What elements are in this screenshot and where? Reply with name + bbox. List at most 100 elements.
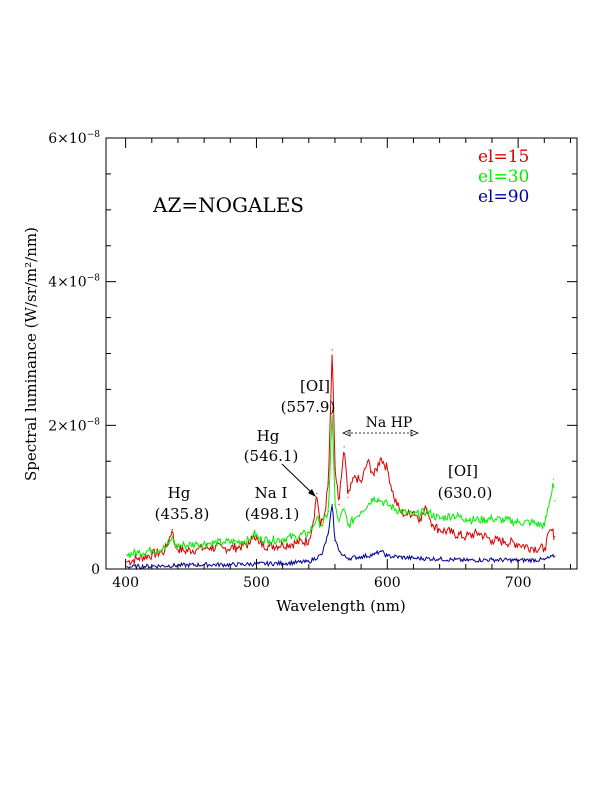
point-el-30-4 <box>168 543 170 545</box>
point-el-30-42 <box>530 521 532 523</box>
point-el-90-20 <box>465 559 467 561</box>
annotation-nai-name: Na I <box>255 484 288 502</box>
point-el-30-14 <box>258 538 260 540</box>
x-tick-label: 600 <box>374 575 401 591</box>
point-el-15-41 <box>432 525 434 527</box>
point-el-90-16 <box>380 550 382 552</box>
point-el-30-13 <box>253 532 255 534</box>
point-el-15-3 <box>164 550 166 552</box>
point-el-30-41 <box>517 521 519 523</box>
point-el-30-29 <box>373 496 375 498</box>
point-el-90-24 <box>554 555 556 557</box>
point-el-15-50 <box>543 548 545 550</box>
point-el-30-30 <box>380 500 382 502</box>
y-tick-label: 0 <box>91 562 100 578</box>
annotation-hg-4358-wavelength: (435.8) <box>155 505 210 523</box>
point-el-15-15 <box>268 545 271 547</box>
point-el-15-44 <box>465 536 467 538</box>
point-el-30-20 <box>321 525 323 527</box>
annotation-oi-6300-name: [OI] <box>448 462 478 480</box>
point-el-15-2 <box>151 554 153 556</box>
point-el-15-16 <box>282 543 284 546</box>
point-el-90-13 <box>347 557 349 559</box>
y-tick-base: 4×10 <box>48 275 86 291</box>
point-el-15-34 <box>386 467 388 470</box>
series-line-el-90 <box>126 505 555 571</box>
point-el-90-21 <box>491 559 493 561</box>
point-el-30-2 <box>151 549 153 551</box>
point-el-30-10 <box>223 541 225 544</box>
point-el-15-43 <box>452 532 454 534</box>
point-el-30-33 <box>412 514 415 516</box>
point-el-15-40 <box>425 507 428 509</box>
point-el-30-45 <box>552 478 555 480</box>
point-el-15-9 <box>210 546 212 549</box>
point-el-30-44 <box>550 496 552 498</box>
point-el-30-23 <box>334 503 336 505</box>
annotation-oi-5579-name: [OI] <box>300 377 330 395</box>
point-el-15-32 <box>373 475 375 477</box>
annotation-hg-5461-name: Hg <box>257 427 280 445</box>
point-el-30-35 <box>439 518 441 520</box>
annotation-na-hp: Na HP <box>366 415 413 431</box>
point-el-15-1 <box>138 557 140 559</box>
point-el-30-43 <box>543 525 545 527</box>
point-el-30-21 <box>327 510 330 513</box>
annotation-hg-5461-arrowhead <box>308 489 316 497</box>
point-el-30-8 <box>196 543 199 545</box>
point-el-15-23 <box>327 482 330 484</box>
point-el-30-19 <box>316 518 318 520</box>
annotation-na-hp-arrow-right <box>410 429 420 437</box>
chart-title: AZ=NOGALES <box>152 193 304 217</box>
y-tick-base: 2×10 <box>48 418 86 434</box>
point-el-90-10 <box>331 503 333 505</box>
point-el-90-15 <box>373 554 375 556</box>
y-axis-label: Spectral luminance (W/sr/m²/nm) <box>22 227 40 481</box>
legend-el90: el=90 <box>478 187 529 207</box>
series-line-el-15 <box>126 354 555 566</box>
series-el-15 <box>126 349 556 566</box>
point-el-15-10 <box>223 547 225 549</box>
y-tick-base: 6×10 <box>48 131 86 147</box>
point-el-15-7 <box>183 550 186 552</box>
y-tick-label: 4×10−8 <box>48 274 100 291</box>
point-el-30-39 <box>491 518 493 520</box>
point-el-15-49 <box>530 546 532 549</box>
point-el-90-0 <box>126 566 128 568</box>
legend-el15: el=15 <box>478 147 529 167</box>
series-el-30 <box>126 410 556 558</box>
point-el-30-17 <box>295 536 297 538</box>
point-el-15-17 <box>295 542 297 544</box>
point-el-30-32 <box>399 510 401 513</box>
x-tick-label: 700 <box>505 575 532 591</box>
point-el-30-26 <box>347 525 349 527</box>
point-el-30-36 <box>452 514 454 516</box>
point-el-30-15 <box>268 539 271 541</box>
x-axis-label: Wavelength (nm) <box>276 597 405 615</box>
point-el-30-5 <box>171 536 174 538</box>
point-el-15-48 <box>517 543 519 545</box>
point-el-30-34 <box>425 510 428 513</box>
point-el-15-45 <box>478 532 480 534</box>
point-el-90-8 <box>321 554 323 556</box>
point-el-15-8 <box>196 548 199 550</box>
annotation-hg-4358-name: Hg <box>168 484 191 502</box>
point-el-15-47 <box>504 541 506 543</box>
point-el-15-4 <box>168 539 170 541</box>
y-tick-exponent: −8 <box>87 130 101 140</box>
point-el-30-0 <box>126 554 128 556</box>
point-el-30-3 <box>164 547 166 549</box>
point-el-30-28 <box>360 510 362 513</box>
point-el-90-7 <box>308 561 310 563</box>
annotation-na-hp-arrow-left <box>341 429 351 437</box>
annotation-oi-5579-wavelength: (557.9) <box>281 398 336 416</box>
point-el-15-25 <box>334 467 336 470</box>
point-el-90-11 <box>334 539 336 541</box>
y-tick-label: 6×10−8 <box>48 130 100 147</box>
x-tick-label: 400 <box>112 575 139 591</box>
legend-el30: el=30 <box>478 167 529 187</box>
point-el-90-19 <box>439 558 441 560</box>
point-el-15-46 <box>491 539 493 541</box>
point-el-15-33 <box>380 457 382 459</box>
point-el-30-27 <box>353 518 356 520</box>
